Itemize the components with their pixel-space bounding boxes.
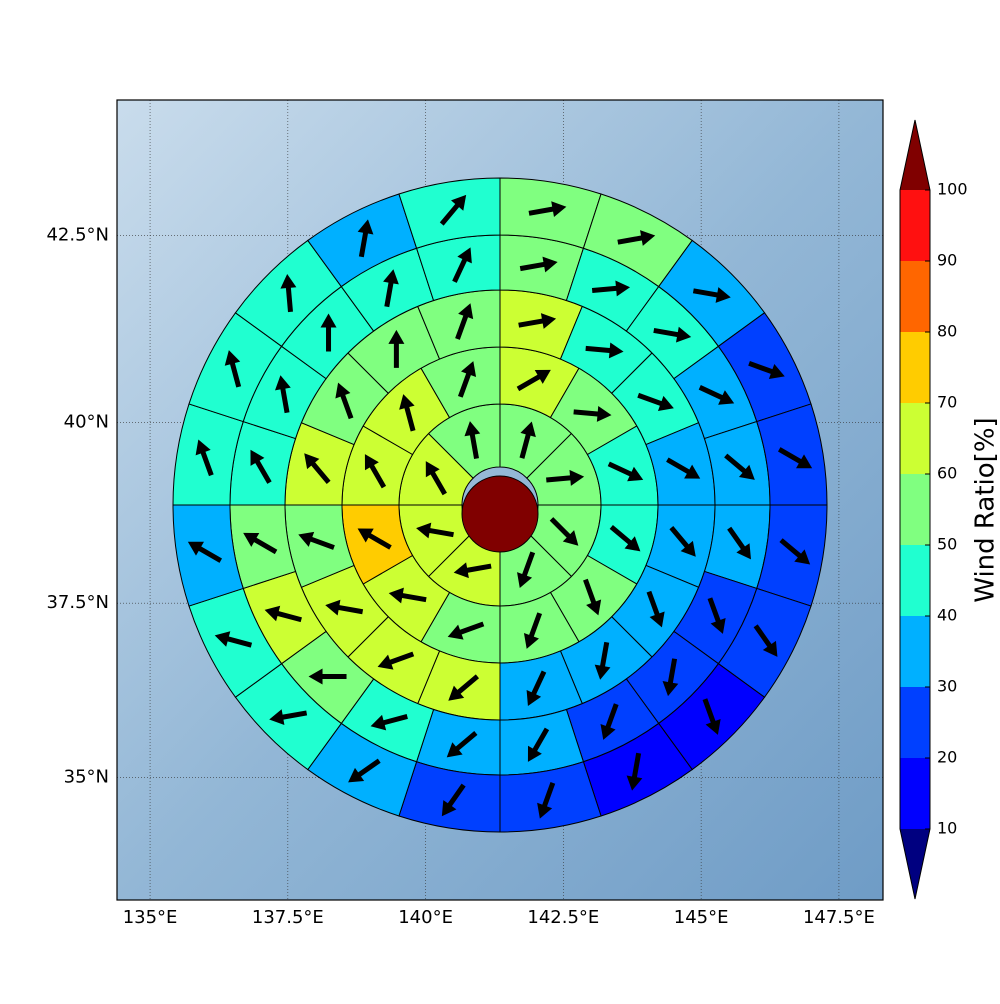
center-disk (462, 476, 538, 552)
x-tick-label: 147.5°E (803, 907, 875, 928)
colorbar-band (900, 474, 930, 545)
colorbar-tick-label: 100 (937, 180, 968, 199)
colorbar-band (900, 261, 930, 332)
colorbar-tick-label: 10 (937, 819, 957, 838)
colorbar-tick-label: 30 (937, 677, 957, 696)
colorbar-tick-label: 50 (937, 535, 957, 554)
colorbar-label: Wind Ratio[%] (971, 417, 1000, 602)
colorbar-band (900, 616, 930, 687)
x-tick-label: 142.5°E (527, 907, 599, 928)
colorbar-band (900, 545, 930, 616)
colorbar-tick-label: 90 (937, 251, 957, 270)
x-tick-label: 137.5°E (252, 907, 324, 928)
colorbar-band (900, 190, 930, 261)
colorbar-band (900, 687, 930, 758)
colorbar-band (900, 758, 930, 829)
y-tick-label: 40°N (64, 412, 109, 433)
colorbar-tick-label: 20 (937, 748, 957, 767)
x-tick-label: 140°E (398, 907, 453, 928)
colorbar-tick-label: 80 (937, 322, 957, 341)
x-tick-label: 135°E (123, 907, 178, 928)
colorbar-tick-label: 70 (937, 393, 957, 412)
colorbar-over (900, 120, 930, 190)
colorbar: 10 20 30 40 50 60 70 80 90 100 Wind Ratio[%] (900, 120, 1000, 899)
colorbar-under (900, 829, 930, 899)
colorbar-band (900, 332, 930, 403)
colorbar-tick-label: 40 (937, 606, 957, 625)
colorbar-tick-label: 60 (937, 464, 957, 483)
y-tick-label: 42.5°N (46, 225, 109, 246)
colorbar-band (900, 403, 930, 474)
sectors (173, 178, 827, 832)
y-tick-label: 35°N (64, 767, 109, 788)
y-tick-label: 37.5°N (46, 592, 109, 613)
x-tick-label: 145°E (674, 907, 729, 928)
